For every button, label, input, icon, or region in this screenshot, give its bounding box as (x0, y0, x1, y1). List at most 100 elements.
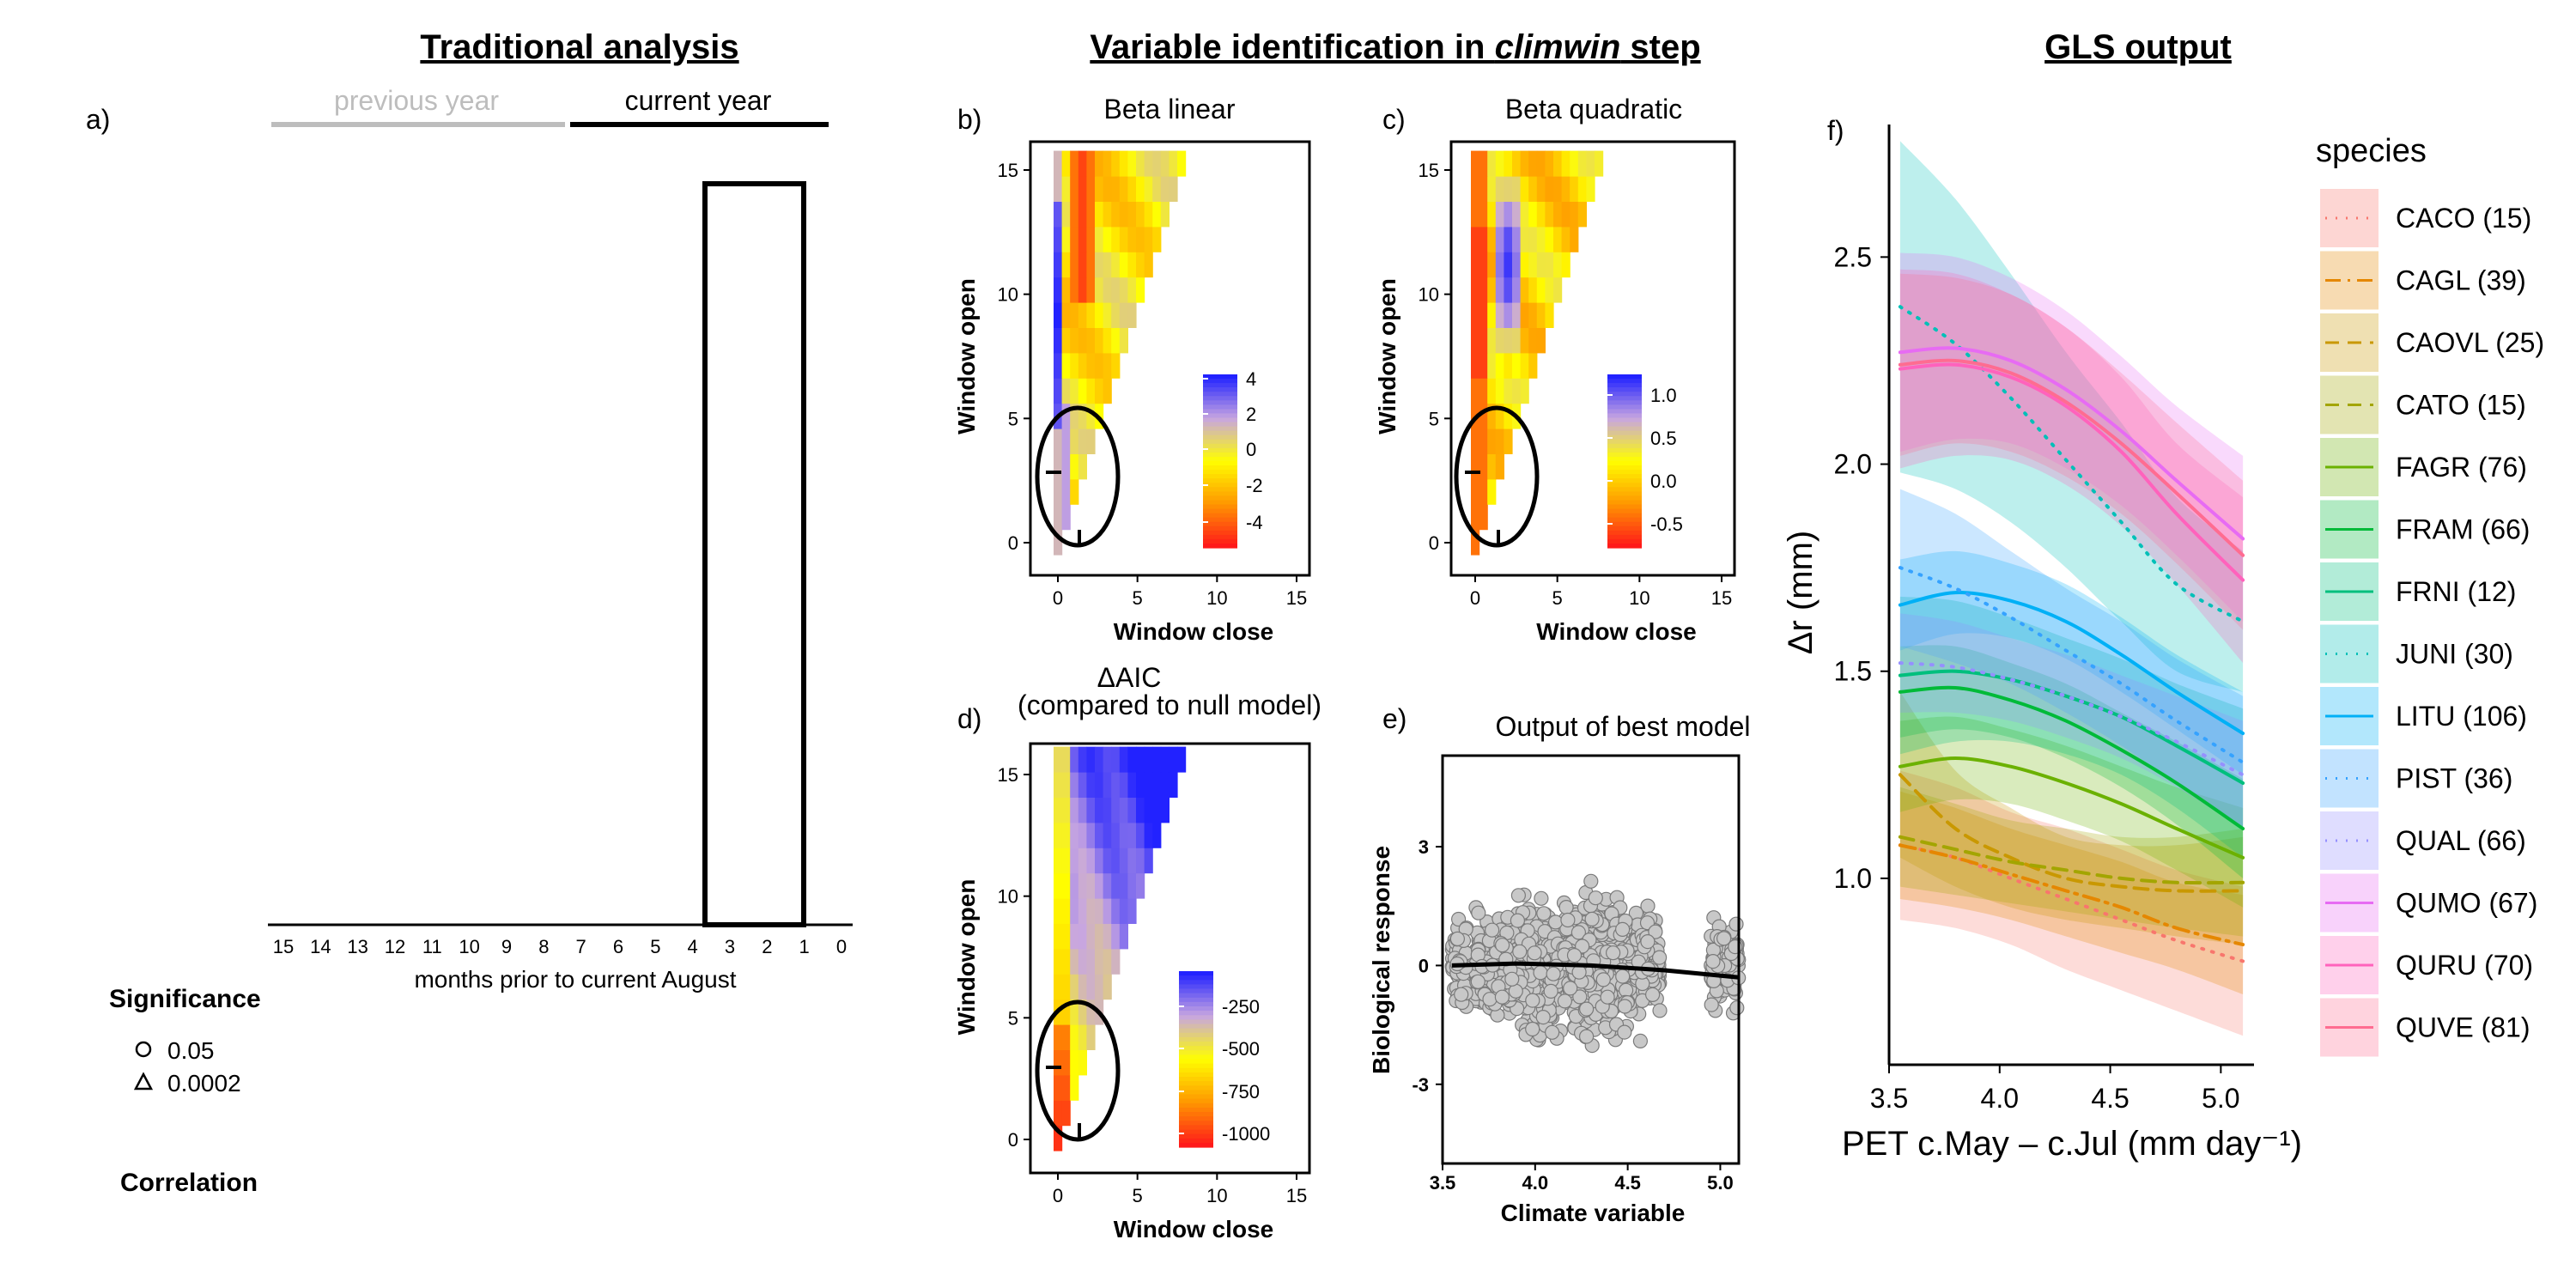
ribbon (1899, 252, 2244, 622)
heatmap-cell (1054, 150, 1063, 177)
heatmap-cell (1127, 201, 1137, 228)
heatmap-cell (1103, 150, 1112, 177)
heatmap-cell (1471, 529, 1480, 556)
heatmap-cell (1536, 176, 1546, 202)
colorbar-step (1607, 517, 1642, 523)
heatmap-cell (1086, 428, 1096, 454)
heatmap-cell (1160, 150, 1170, 177)
heatmap-cell (1086, 746, 1096, 773)
heatmap-cell (1471, 176, 1480, 202)
heatmap-cell (1086, 378, 1096, 404)
panel-f-label: f) (1827, 115, 1844, 146)
heatmap-cell (1119, 327, 1128, 354)
y-tick-label: 5 (1429, 408, 1439, 429)
heatmap-cell (1520, 226, 1529, 252)
heatmap-cell (1078, 923, 1087, 950)
heatmap-cell (1536, 276, 1546, 303)
scatter-point (1728, 916, 1744, 932)
heatmap-cell (1061, 453, 1071, 480)
heatmap-cell (1103, 176, 1112, 202)
scatter-point (1615, 969, 1631, 984)
colorbar-step (1179, 997, 1213, 1003)
heatmap-cell (1495, 302, 1504, 328)
heatmap-cell (1061, 974, 1071, 1000)
heatmap-cell (1061, 948, 1071, 975)
heatmap-cell (1479, 201, 1488, 228)
colorbar-step (1179, 1001, 1213, 1007)
heatmap-cell (1070, 1074, 1079, 1101)
heatmap-cell (1528, 226, 1538, 252)
panel-f-ylabel: Δr (mm) (1782, 531, 1820, 654)
heatmap-cell (1152, 150, 1162, 177)
heatmap-cell (1512, 378, 1522, 404)
heatmap-cell (1495, 403, 1504, 429)
heatmap-cell (1103, 948, 1112, 975)
colorbar-step (1179, 1142, 1213, 1148)
heatmap-cell (1111, 201, 1121, 228)
panel-b-label: b) (957, 104, 981, 135)
colorbar-step (1179, 1116, 1213, 1121)
heatmap-cell (1086, 302, 1096, 328)
colorbar-label: 0.5 (1650, 428, 1677, 449)
y-tick-label: -3 (1412, 1074, 1429, 1096)
heatmap-cell (1078, 898, 1087, 924)
heatmap-cell (1054, 1074, 1063, 1101)
heatmap-cell (1086, 403, 1096, 429)
heatmap-cell (1061, 1074, 1071, 1101)
heatmap-cell (1111, 276, 1121, 303)
scatter-point (1494, 989, 1510, 1005)
heatmap-cell (1487, 403, 1497, 429)
colorbar-step (1203, 478, 1237, 483)
heatmap-cell (1119, 176, 1128, 202)
heatmap-cell (1127, 302, 1137, 328)
heatmap-cell (1054, 428, 1063, 454)
panel-f-ribbons (1899, 141, 2244, 1036)
heatmap-cell (1054, 252, 1063, 278)
heatmap-cell (1111, 302, 1121, 328)
heatmap-cell (1078, 872, 1087, 899)
heatmap-cell (1061, 797, 1071, 823)
heatmap-cell (1095, 352, 1104, 379)
heatmap-cell (1054, 1100, 1063, 1127)
heatmap-cell (1495, 276, 1504, 303)
heatmap-cell (1111, 746, 1121, 773)
heatmap-cell (1144, 822, 1153, 848)
panel-b-axes: 0 5 10 15 0 5 10 15 Window close Window open (953, 160, 1307, 645)
heatmap-cell (1119, 226, 1128, 252)
scatter-point (1584, 911, 1600, 927)
colorbar-step (1203, 530, 1237, 536)
x-tick-label: 10 (1206, 587, 1227, 609)
heatmap-cell (1479, 352, 1488, 379)
heatmap-cell (1054, 872, 1063, 899)
colorbar-step (1607, 483, 1642, 488)
heatmap-cell (1070, 403, 1079, 429)
heatmap-cell (1095, 201, 1104, 228)
heatmap-cell (1070, 428, 1079, 454)
colorbar-step (1203, 383, 1237, 388)
heatmap-cell (1471, 201, 1480, 228)
heatmap-cell (1070, 176, 1079, 202)
x-tick-label: 4.0 (1522, 1172, 1549, 1194)
panel-b-title: Beta linear (1104, 94, 1236, 125)
series-line (1898, 591, 2245, 736)
heatmap-cell (1061, 201, 1071, 228)
heatmap-cell (1054, 226, 1063, 252)
colorbar-step (1203, 387, 1237, 392)
series-line (1898, 305, 2245, 623)
heatmap-cell (1095, 923, 1104, 950)
heatmap-cell (1095, 848, 1104, 874)
heatmap-cell (1119, 772, 1128, 798)
heatmap-cell (1471, 226, 1480, 252)
colorbar-step (1179, 1081, 1213, 1086)
heatmap-cell (1479, 276, 1488, 303)
heatmap-cell (1103, 746, 1112, 773)
scatter-point (1614, 921, 1631, 938)
heatmap-cell (1078, 453, 1087, 480)
month-tick-label: 0 (836, 936, 847, 957)
colorbar-step (1607, 470, 1642, 475)
scatter-point (1484, 922, 1500, 938)
panel-d-title-1: ΔAIC (1097, 662, 1162, 693)
heatmap-cell (1061, 378, 1071, 404)
ribbon (1899, 691, 2244, 945)
heatmap-cell (1504, 352, 1513, 379)
